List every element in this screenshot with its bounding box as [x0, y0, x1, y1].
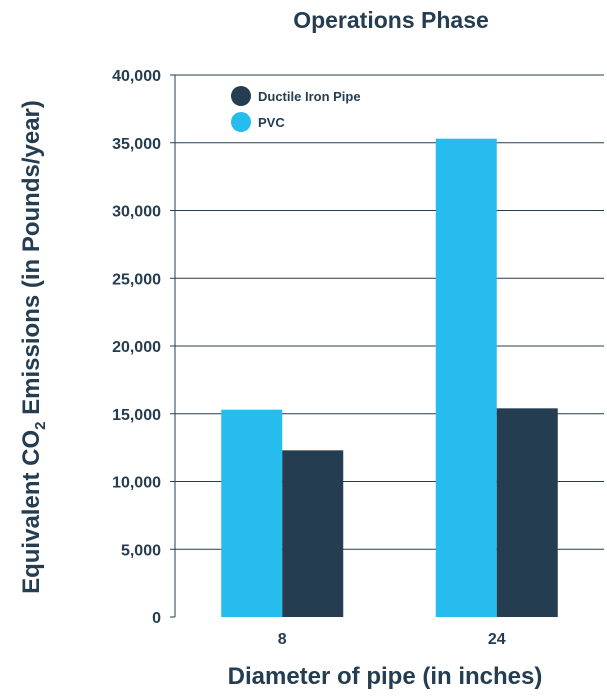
y-tick-label: 15,000 — [112, 407, 161, 424]
x-tick-label: 8 — [278, 631, 287, 648]
x-axis-title: Diameter of pipe (in inches) — [228, 663, 543, 690]
legend: Ductile Iron Pipe PVC — [231, 86, 361, 132]
legend-swatch — [231, 112, 251, 132]
y-tick-label: 40,000 — [112, 68, 161, 85]
bar-ductile-iron-pipe-24 — [496, 408, 558, 617]
bar-ductile-iron-pipe-8 — [282, 450, 344, 617]
legend-label: Ductile Iron Pipe — [258, 89, 361, 104]
x-tick-label: 24 — [488, 631, 506, 648]
y-tick-label: 0 — [152, 610, 161, 627]
bar-pvc-8 — [221, 409, 283, 617]
y-axis-ticks: 0 5,000 10,000 15,000 20,000 25,000 30,000 35,0… — [112, 68, 175, 627]
y-tick-label: 35,000 — [112, 136, 161, 153]
y-axis-title: Equivalent CO2 Emissions (in Pounds/year… — [18, 100, 49, 594]
bars — [221, 138, 558, 617]
y-tick-label: 5,000 — [121, 542, 161, 559]
y-tick-label: 20,000 — [112, 339, 161, 356]
chart-title: Operations Phase — [293, 7, 489, 33]
bar-pvc-24 — [435, 138, 497, 617]
y-tick-label: 30,000 — [112, 204, 161, 221]
legend-label: PVC — [258, 115, 285, 130]
legend-swatch — [231, 86, 251, 106]
y-tick-label: 10,000 — [112, 475, 161, 492]
y-axis-title-suffix: Emissions (in Pounds/year) — [18, 100, 45, 421]
x-axis-ticks: 8 24 — [278, 631, 506, 648]
y-axis-title-prefix: Equivalent CO — [18, 430, 45, 594]
y-axis-title-subscript: 2 — [32, 422, 49, 430]
y-tick-label: 25,000 — [112, 271, 161, 288]
